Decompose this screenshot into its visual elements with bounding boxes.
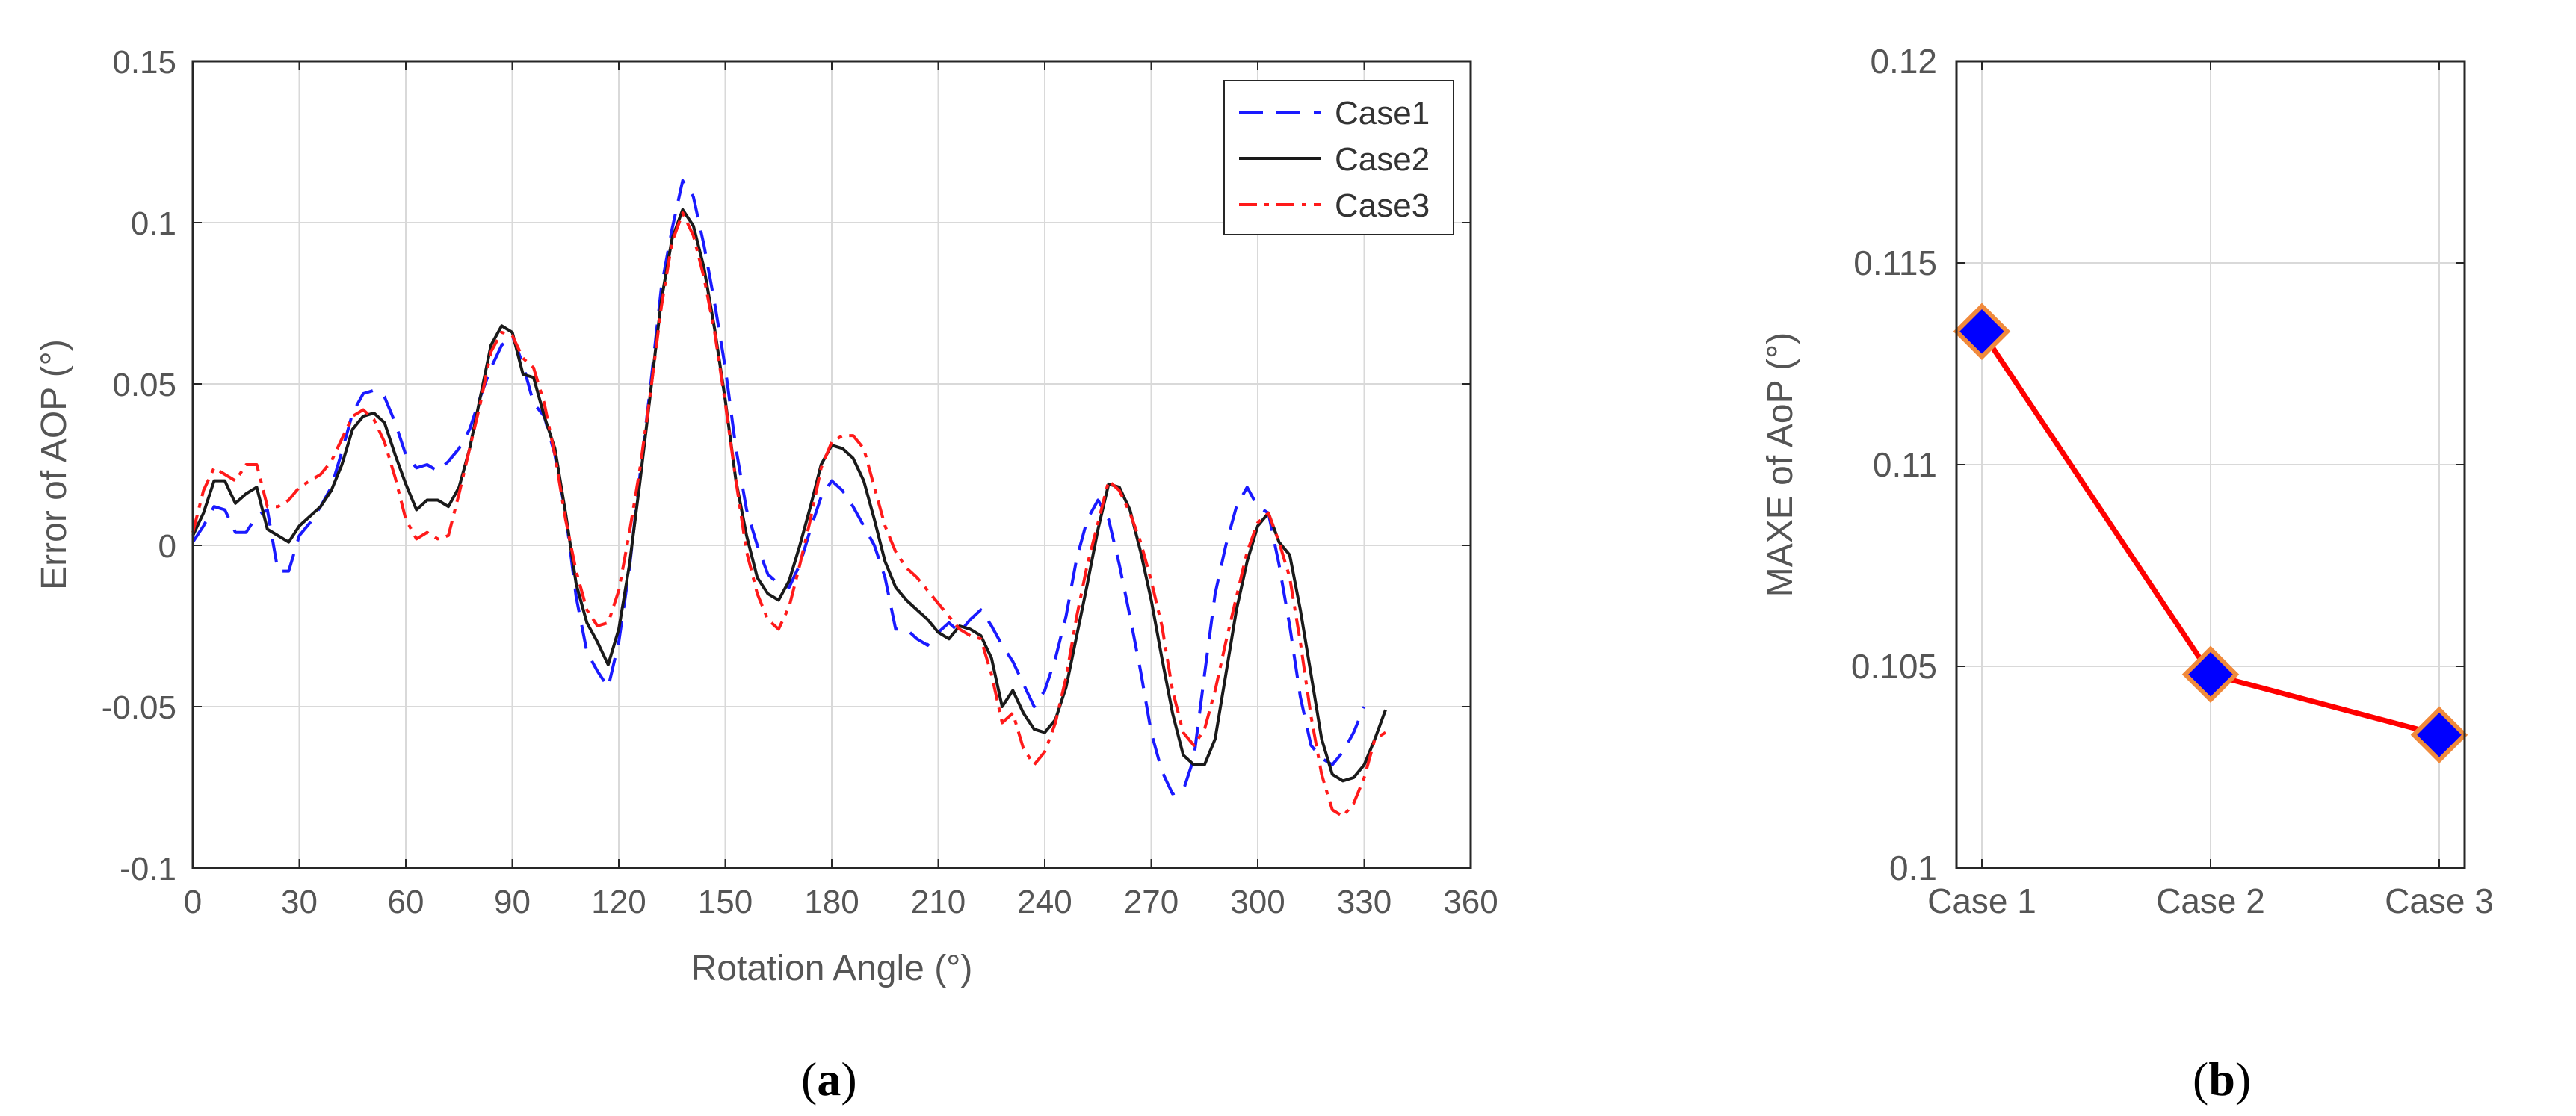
panel-b-caption: (b)	[2193, 1053, 2251, 1106]
panel-a-ytick-label: -0.05	[102, 689, 176, 726]
panel-b-ytick-label: 0.115	[1853, 244, 1937, 282]
panel-b-xtick-label: Case 2	[2156, 881, 2265, 920]
panel-a-caption: (a)	[801, 1053, 857, 1106]
panel-b-marker-case-1	[1953, 303, 2011, 361]
series-line-case2	[191, 208, 1387, 783]
panel-a-chart: 0 30 60 90 120 150 180 210 240 270 300 330 360 -0.1 -0…	[34, 44, 1498, 1106]
panel-b-caption-letter: b	[2208, 1053, 2235, 1106]
panel-a-xtick-label: 270	[1124, 884, 1179, 920]
panel-b-marker-case-3	[2410, 706, 2468, 764]
panel-a-xtick-label: 0	[184, 884, 202, 920]
panel-b-ticks	[1956, 61, 2465, 869]
panel-a-xtick-label: 210	[911, 884, 966, 920]
panel-a-xtick-label: 240	[1017, 884, 1072, 920]
panel-a-ticks	[192, 61, 1471, 869]
legend-label-case3: Case3	[1335, 187, 1430, 224]
panel-a-xtick-label: 60	[388, 884, 424, 920]
legend-label-case2: Case2	[1335, 141, 1430, 178]
panel-b-ylabel: MAXE of AoP (°)	[1761, 332, 1800, 597]
panel-b-xtick-label: Case 3	[2385, 881, 2494, 920]
panel-a-xlabel: Rotation Angle (°)	[691, 949, 973, 988]
panel-a-ytick-label: 0	[158, 528, 176, 565]
panel-a-xtick-label: 360	[1443, 884, 1498, 920]
panel-b-marker-case-2	[2181, 645, 2240, 704]
panel-a-tick-labels: 0 30 60 90 120 150 180 210 240 270 300 330 360 -0.1 -0…	[102, 44, 1498, 920]
legend: Case1 Case2 Case3	[1223, 80, 1454, 235]
panel-a-xtick-label: 120	[591, 884, 646, 920]
panel-a-xtick-label: 30	[281, 884, 318, 920]
panel-a-caption-letter: a	[817, 1053, 841, 1106]
panel-a-ytick-label: 0.1	[131, 205, 176, 242]
panel-a-xtick-label: 300	[1230, 884, 1285, 920]
panel-a-ytick-label: 0.15	[112, 44, 176, 81]
panel-a-xtick-label: 90	[494, 884, 531, 920]
panel-b-ytick-label: 0.11	[1873, 445, 1937, 484]
panel-a-ylabel: Error of AOP (°)	[34, 339, 74, 590]
panel-a-ytick-label: -0.1	[120, 851, 176, 887]
panel-a-xtick-label: 180	[804, 884, 859, 920]
panel-b-ytick-label: 0.1	[1889, 849, 1937, 887]
panel-b-ytick-label: 0.105	[1851, 647, 1937, 686]
panel-b-xtick-label: Case 1	[1927, 881, 2036, 920]
series-line-case1	[191, 179, 1366, 796]
panel-b-series	[1953, 303, 2468, 764]
panel-a-ytick-label: 0.05	[112, 367, 176, 403]
panel-a-xtick-label: 150	[698, 884, 753, 920]
series-line-case3	[191, 211, 1387, 818]
legend-label-case1: Case1	[1335, 95, 1430, 131]
panel-a-series	[191, 179, 1387, 818]
panel-b-ytick-label: 0.12	[1870, 42, 1937, 81]
panel-b-tick-labels: Case 1 Case 2 Case 3 0.1 0.105 0.11 0.115 0.12	[1851, 42, 2494, 920]
panel-b-chart: Case 1 Case 2 Case 30.10.1050.110.1150.12 …	[1761, 42, 2494, 1106]
panel-a-xtick-label: 330	[1337, 884, 1392, 920]
